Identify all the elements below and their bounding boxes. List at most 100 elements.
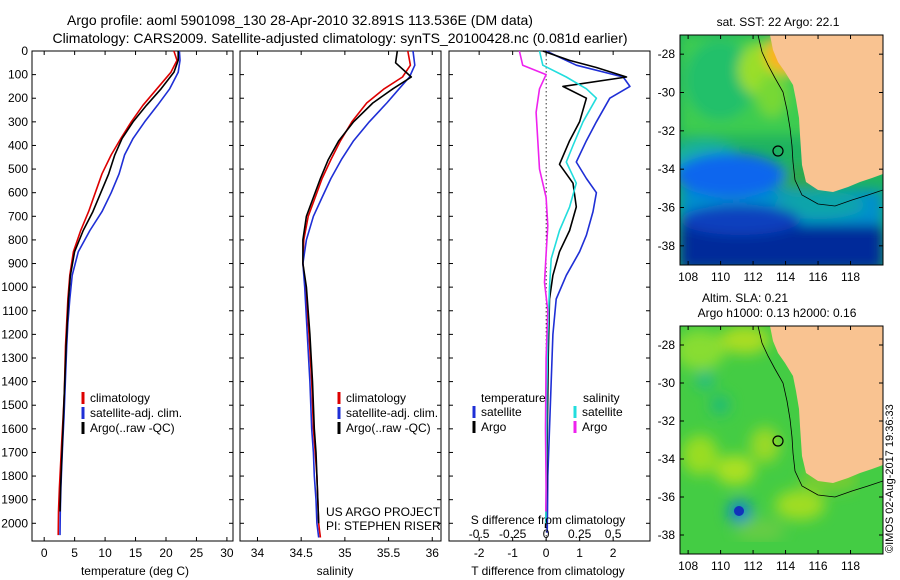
- lat-tick-label: -34: [658, 452, 676, 466]
- figure-title-line1: Argo profile: aoml 5901098_130 28-Apr-20…: [67, 12, 533, 28]
- s-difference-label: S difference from climatology: [471, 513, 626, 527]
- s-tick-label: -0.25: [499, 527, 527, 541]
- difference-series: [449, 50, 650, 533]
- depth-tick-label: 1900: [1, 493, 28, 507]
- salinity-axes-frame: [239, 50, 442, 542]
- sla-shelf-contour: [757, 326, 883, 498]
- x-tick-label: 10: [98, 546, 112, 560]
- sla-map-yticks: -28 -30 -32 -34 -36 -38: [658, 338, 883, 542]
- pi-annotation-line2: PI: STEPHEN RISER: [326, 519, 441, 533]
- depth-tick-label: 0: [21, 44, 28, 58]
- temperature-legend: climatology satellite-adj. clim. Argo(..…: [81, 391, 182, 435]
- s-tick-label: 0: [543, 527, 550, 541]
- lat-tick-label: -34: [658, 162, 676, 176]
- series-line-temperature-argo: [542, 50, 628, 529]
- x-tick-label: 30: [220, 546, 234, 560]
- land-australia: [770, 35, 883, 192]
- temperature-panel: 0100200300400500600700800900100011001200…: [1, 44, 234, 578]
- depth-tick-label: 1100: [2, 304, 28, 318]
- series-line-satellite-adj-clim-: [302, 50, 416, 538]
- lon-tick-label: 116: [808, 270, 827, 284]
- depth-tick-label: 1200: [1, 327, 28, 341]
- legend-label-satellite-adj: satellite-adj. clim.: [90, 406, 182, 420]
- legend-label-argo: Argo(..raw -QC): [90, 421, 175, 435]
- sla-argo-position-marker: [772, 435, 784, 447]
- legend-label-sal-argo: Argo: [582, 420, 608, 434]
- lon-tick-label: 108: [678, 559, 698, 573]
- x-tick-label: 36: [426, 546, 440, 560]
- depth-tick-label: 700: [8, 209, 28, 223]
- lat-tick-label: -30: [658, 376, 676, 390]
- sst-map-frame: [679, 34, 884, 266]
- depth-tick-label: 100: [8, 68, 28, 82]
- difference-axes-frame: [448, 50, 651, 542]
- depth-tick-label: 600: [8, 186, 28, 200]
- temperature-xlabel: temperature (deg C): [81, 564, 189, 578]
- sst-shelf-contour: [757, 35, 883, 207]
- land-australia: [770, 326, 883, 483]
- lon-tick-label: 112: [744, 559, 763, 573]
- legend-label-sal-satellite: satellite: [582, 405, 623, 419]
- series-line-argo-raw-qc-: [59, 51, 179, 512]
- lat-tick-label: -30: [658, 86, 676, 100]
- series-line-climatology: [302, 50, 412, 538]
- x-tick-label: 35: [338, 546, 352, 560]
- salinity-xlabel: salinity: [317, 564, 354, 578]
- temperature-series: [57, 50, 181, 536]
- lon-tick-label: 118: [841, 270, 860, 284]
- sla-map-frame: [679, 325, 884, 555]
- depth-tick-label: 1500: [1, 398, 28, 412]
- lon-tick-label: 110: [711, 559, 730, 573]
- series-line-salinity-argo: [518, 50, 549, 512]
- sst-map-panel: sat. SST: 22 Argo: 22.1 -28-30-3: [658, 15, 884, 284]
- salinity-panel: 34 34.5 35 35.5 36 climatology satellite-adj…: [239, 50, 442, 578]
- x-tick-label: 25: [190, 546, 204, 560]
- salinity-xticks: 34 34.5 35 35.5 36: [251, 51, 439, 560]
- x-tick-label: -1: [507, 546, 518, 560]
- lat-tick-label: -36: [658, 490, 676, 504]
- x-tick-label: 0: [41, 546, 48, 560]
- lon-tick-label: 108: [678, 270, 698, 284]
- lat-tick-label: -28: [658, 338, 676, 352]
- legend-label-satellite-adj: satellite-adj. clim.: [346, 406, 438, 420]
- x-tick-label: 0: [543, 546, 550, 560]
- lon-tick-label: 112: [744, 270, 763, 284]
- x-tick-label: -2: [474, 546, 485, 560]
- series-line-salinity-satellite: [538, 50, 598, 524]
- x-tick-label: 2: [610, 546, 617, 560]
- depth-tick-label: 800: [8, 233, 28, 247]
- sla-map-title-line1: Altim. SLA: 0.21: [702, 291, 788, 305]
- lon-tick-label: 116: [808, 559, 827, 573]
- pi-annotation-line1: US ARGO PROJECT: [326, 505, 441, 519]
- depth-tick-label: 200: [8, 91, 28, 105]
- s-tick-label: -0.5: [469, 527, 490, 541]
- x-tick-label: 1: [576, 546, 583, 560]
- difference-panel: temperature salinity satellite Argo sate…: [448, 50, 651, 578]
- figure-title-line2: Climatology: CARS2009. Satellite-adjuste…: [52, 30, 627, 46]
- temperature-xticks: 0 5 10 15 20 25 30: [41, 51, 234, 560]
- legend-label-climatology: climatology: [346, 391, 406, 405]
- series-line-argo-raw-qc-: [302, 50, 413, 524]
- legend-label-climatology: climatology: [90, 391, 150, 405]
- legend-header-salinity: salinity: [583, 391, 620, 405]
- lat-tick-label: -38: [658, 239, 676, 253]
- s-tick-label: 0.25: [568, 527, 592, 541]
- sla-map-panel: Altim. SLA: 0.21 Argo h1000: 0.13 h2000:…: [658, 291, 884, 573]
- depth-tick-label: 400: [8, 138, 28, 152]
- x-tick-label: 15: [129, 546, 143, 560]
- lon-tick-label: 118: [841, 559, 860, 573]
- sla-map-title-line2: Argo h1000: 0.13 h2000: 0.16: [698, 306, 857, 320]
- depth-tick-label: 2000: [1, 516, 28, 530]
- lat-tick-label: -38: [658, 528, 676, 542]
- lat-tick-label: -36: [658, 201, 676, 215]
- depth-tick-label: 1000: [1, 280, 28, 294]
- salinity-legend: climatology satellite-adj. clim. Argo(..…: [337, 391, 438, 435]
- lon-tick-label: 114: [776, 270, 795, 284]
- legend-label-temp-argo: Argo: [481, 420, 507, 434]
- depth-tick-label: 500: [8, 162, 28, 176]
- difference-xlabel: T difference from climatology: [471, 564, 625, 578]
- difference-xticks: -2 -1 0 1 2: [474, 51, 617, 560]
- depth-tick-label: 1400: [1, 375, 28, 389]
- lat-tick-label: -32: [658, 124, 676, 138]
